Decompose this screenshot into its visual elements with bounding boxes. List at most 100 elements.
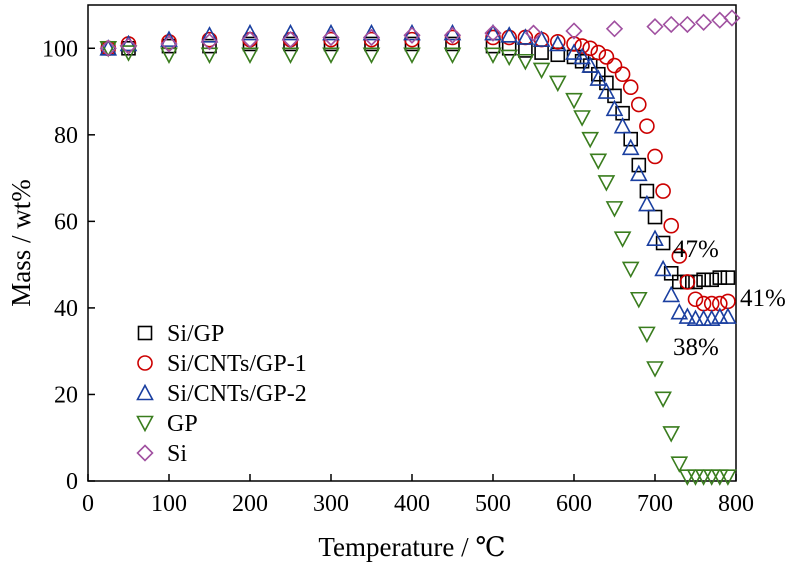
data-point [598,49,615,65]
data-point [599,75,614,91]
legend-marker [136,415,154,433]
data-point [695,295,712,312]
data-point [119,37,138,55]
data-point [404,36,420,52]
y-tick-label: 60 [54,209,78,235]
x-axis-title: Temperature / ℃ [318,532,505,562]
data-point [566,36,582,52]
legend-marker [136,383,154,401]
data-point [403,26,421,44]
data-point [647,148,663,165]
data-point [323,36,339,52]
data-point [678,15,697,34]
data-point [565,43,583,60]
data-point [655,235,671,251]
data-point [548,34,567,52]
series-layer [99,9,741,486]
x-tick-label: 700 [637,491,673,517]
series-0 [100,36,736,290]
data-point [711,11,729,29]
data-point [622,79,639,96]
data-point [703,295,720,312]
data-point [281,30,300,49]
data-point [99,39,117,57]
data-point [322,47,340,64]
data-point [364,36,379,52]
y-axis-ticks: 0 20 40 60 80 100 [42,36,95,495]
data-point [670,456,689,473]
data-point [638,194,656,212]
data-point [581,131,600,149]
data-point [654,259,672,277]
annotations: 47% 41% 38% [673,236,786,361]
data-point [445,36,460,52]
data-point [663,265,679,281]
data-point [589,69,608,86]
legend-label: Si [167,441,187,467]
data-point [200,33,219,51]
data-point [621,261,640,279]
data-point [639,118,655,134]
data-point [712,270,728,285]
data-point [573,110,591,127]
data-point [694,13,713,31]
data-point [678,307,697,324]
plot-frame [87,4,737,482]
data-point [631,157,647,173]
data-point [597,175,616,192]
data-point [720,270,736,285]
annotation-label: 47% [673,236,719,263]
data-point [662,426,681,443]
data-point [687,291,704,308]
y-tick-label: 0 [66,469,78,495]
data-point [688,274,703,290]
data-point [629,291,648,309]
x-tick-label: 100 [151,491,187,517]
legend-marker [137,325,153,341]
y-tick-label: 20 [54,382,78,408]
legend-label: Si/GP [167,321,224,347]
data-point [500,26,519,43]
data-point [646,229,664,246]
annotation-label: 41% [740,285,786,312]
data-point [565,92,583,110]
data-point [565,22,583,40]
data-point [671,274,687,290]
data-point [614,66,631,83]
data-point [532,30,551,47]
data-point [281,23,300,41]
x-axis-ticks: 0 100 200 300 400 500 600 700 800 [82,474,754,517]
data-point [241,30,259,49]
data-point [662,15,680,34]
y-tick-label: 40 [54,296,78,322]
data-point [242,36,258,52]
data-point [362,47,381,64]
series-3 [99,40,737,486]
data-point [581,56,600,73]
data-point [605,20,624,38]
data-point [534,45,549,60]
data-point [500,49,519,67]
data-point [720,293,736,310]
data-point [605,201,624,218]
data-point [532,62,551,80]
data-point [589,153,608,170]
x-tick-label: 800 [718,491,754,517]
data-point [160,35,178,53]
data-point [202,38,217,54]
x-tick-label: 0 [82,491,94,517]
data-point [606,57,623,74]
data-point [621,138,640,156]
data-point [443,26,462,44]
data-point [200,26,219,43]
x-tick-label: 200 [232,491,268,517]
data-point [663,217,680,234]
data-point [704,272,720,288]
legend-label: Si/CNTs/GP-1 [167,351,307,377]
data-point [646,361,664,378]
data-point [613,231,632,248]
data-point [629,164,648,182]
data-point [119,45,138,62]
x-tick-label: 600 [556,491,592,517]
